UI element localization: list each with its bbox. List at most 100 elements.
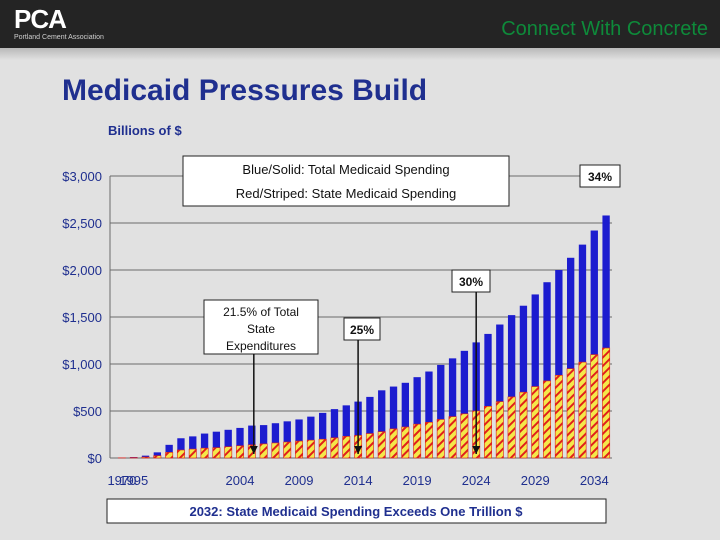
total-spending-bar <box>165 444 173 458</box>
total-spending-bar <box>212 431 221 458</box>
total-spending-bar <box>590 230 598 458</box>
total-spending-bar <box>236 427 244 458</box>
total-spending-bar <box>437 364 445 458</box>
state-spending-bar <box>566 368 575 459</box>
state-spending-bar <box>283 441 292 459</box>
y-tick-label: $2,500 <box>62 216 102 231</box>
bars <box>117 215 611 459</box>
total-spending-bar <box>401 382 409 458</box>
footer-note-text: 2032: State Medicaid Spending Exceeds On… <box>189 504 523 519</box>
y-tick-label: $2,000 <box>62 263 102 278</box>
x-tick-label: 2019 <box>403 473 432 488</box>
legend-box <box>182 155 510 207</box>
total-spending-bar <box>425 371 433 458</box>
total-spending-bar <box>413 377 421 458</box>
total-spending-bar <box>519 305 528 458</box>
total-spending-bar <box>307 416 315 458</box>
tagline: Connect With Concrete <box>501 18 708 40</box>
state-spending-bar <box>188 448 197 459</box>
state-spending-bar <box>153 455 162 459</box>
total-spending-bar <box>330 409 339 458</box>
state-spending-bar <box>295 440 304 459</box>
annotation-21-5-text: 21.5% of Total <box>223 305 299 319</box>
x-tick-label: 1970 <box>107 473 136 488</box>
total-spending-bar <box>153 452 161 458</box>
state-spending-bar <box>224 446 233 459</box>
pca-logo: PCA Portland Cement Association <box>14 4 124 44</box>
state-spending-bar <box>484 405 492 459</box>
state-spending-bar <box>531 386 540 459</box>
y-tick-label: $1,000 <box>62 357 102 372</box>
total-spending-bar <box>543 282 551 458</box>
total-spending-bar <box>342 405 350 458</box>
total-spending-bar <box>283 421 291 458</box>
total-spending-bar <box>555 270 563 458</box>
x-tick-label: 2009 <box>285 473 314 488</box>
annotation-21-5-text: Expenditures <box>226 339 296 353</box>
total-spending-bar <box>259 425 268 458</box>
total-spending-bar <box>448 358 457 458</box>
annotation-30-text: 30% <box>459 275 483 289</box>
state-spending-bar <box>554 374 563 459</box>
units-label: Billions of $ <box>108 123 182 138</box>
state-spending-bar <box>519 391 528 459</box>
state-spending-bar <box>141 456 150 459</box>
state-spending-bar <box>543 380 552 459</box>
state-spending-bar <box>318 438 327 459</box>
state-spending-bar <box>236 445 244 459</box>
x-tick-label: 2004 <box>226 473 255 488</box>
logo-subtext: Portland Cement Association <box>14 34 104 41</box>
annotation-34-box <box>579 164 621 188</box>
total-spending-bar <box>366 396 374 458</box>
total-spending-bar <box>578 244 587 458</box>
annotation-25-arrow-head <box>354 446 363 454</box>
total-spending-bar <box>248 425 256 458</box>
y-axis-labels: $0 $500 $1,000 $1,500 $2,000 $2,500 $3,000 <box>62 169 102 466</box>
state-spending-bar <box>176 449 185 459</box>
annotation-25: 25% <box>343 317 381 341</box>
x-tick-label: 1995 <box>119 473 148 488</box>
state-spending-bar <box>365 433 374 459</box>
state-spending-bar <box>495 401 504 459</box>
annotation-25-text: 25% <box>350 323 374 337</box>
state-spending-bar <box>401 426 410 459</box>
state-spending-bar <box>413 423 422 459</box>
state-spending-bar <box>436 419 445 459</box>
state-spending-bar <box>389 428 398 459</box>
state-spending-bar <box>271 442 280 459</box>
state-spending-bar <box>448 416 457 459</box>
total-spending-bar <box>224 429 232 458</box>
y-tick-label: $3,000 <box>62 169 102 184</box>
annotation-21-5-text: State <box>247 322 275 336</box>
state-spending-bar <box>200 447 209 459</box>
state-spending-bar <box>247 444 256 459</box>
state-spending-bar <box>377 431 386 459</box>
total-spending-bar <box>567 257 575 458</box>
total-spending-bar <box>507 315 516 458</box>
annotations: Blue/Solid: Total Medicaid Spending Red/S… <box>106 155 621 524</box>
annotation-30-arrow-head <box>472 446 481 454</box>
legend-entry: Blue/Solid: Total Medicaid Spending <box>242 162 449 177</box>
total-spending-bar <box>177 438 185 458</box>
total-spending-bar <box>531 294 539 458</box>
legend-entry: Red/Striped: State Medicaid Spending <box>236 186 456 201</box>
footer-note: 2032: State Medicaid Spending Exceeds On… <box>106 498 607 524</box>
total-spending-bar <box>189 436 197 458</box>
state-spending-bar <box>578 361 587 459</box>
slide-title: Medicaid Pressures Build <box>62 74 428 107</box>
state-spending-bar <box>165 452 174 459</box>
annotation-21-5-box <box>203 299 319 355</box>
state-spending-bar <box>590 354 599 459</box>
state-spending-bar <box>602 347 611 459</box>
state-spending-bar <box>342 436 351 459</box>
total-spending-bar <box>602 215 610 458</box>
total-spending-bar <box>496 324 504 458</box>
total-spending-bar <box>295 419 303 458</box>
logo-mark: PCA <box>14 4 67 34</box>
x-tick-label: 2029 <box>521 473 550 488</box>
state-spending-bar <box>330 437 339 459</box>
state-spending-bar <box>306 439 315 459</box>
total-spending-bar <box>378 390 386 458</box>
